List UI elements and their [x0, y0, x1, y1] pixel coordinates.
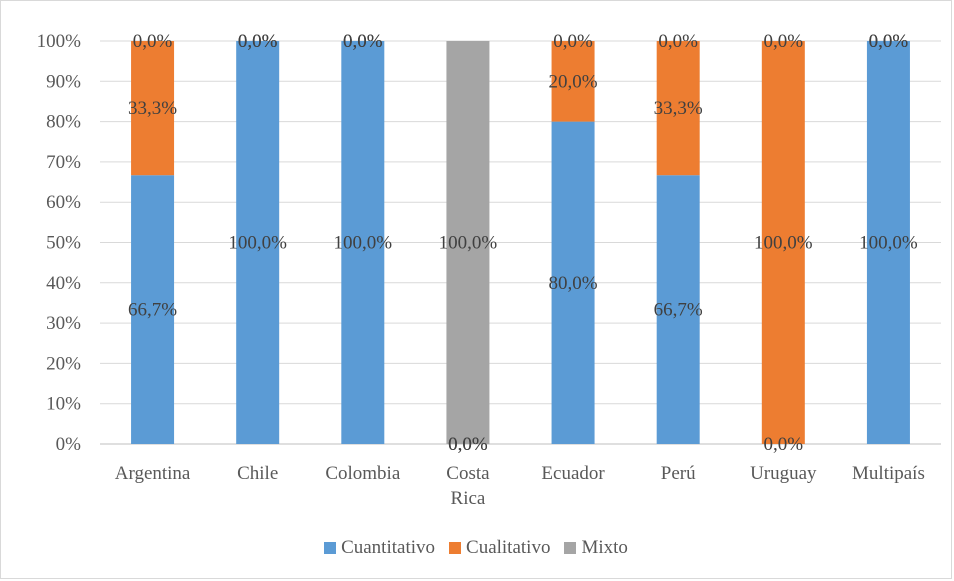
bar-segment	[341, 41, 385, 444]
data-label: 100,0%	[228, 233, 287, 254]
x-tick-label: Rica	[451, 488, 486, 509]
data-label: 0,0%	[869, 31, 909, 52]
y-tick-label: 50%	[46, 233, 81, 254]
y-tick-label: 100%	[37, 31, 82, 52]
data-label: 66,7%	[128, 300, 177, 321]
legend-label-mixto: Mixto	[581, 537, 628, 558]
legend-label-cualitativo: Cualitativo	[466, 537, 551, 558]
bar-segment	[131, 41, 175, 176]
bar-segment	[446, 41, 490, 444]
y-tick-label: 10%	[46, 394, 81, 415]
y-tick-label: 0%	[56, 434, 82, 455]
y-tick-label: 20%	[46, 353, 81, 374]
data-label: 20,0%	[549, 71, 598, 92]
data-label: 0,0%	[764, 31, 804, 52]
legend-item-cuantitativo: Cuantitativo	[324, 537, 435, 559]
legend-item-mixto: Mixto	[564, 537, 628, 559]
y-tick-label: 80%	[46, 112, 81, 133]
bar-segment	[551, 41, 595, 122]
bar-segment	[656, 41, 700, 176]
y-tick-label: 70%	[46, 152, 81, 173]
data-label: 0,0%	[448, 434, 488, 455]
x-tick-label: Multipaís	[852, 463, 925, 484]
data-label: 0,0%	[343, 31, 383, 52]
data-label: 0,0%	[448, 434, 488, 455]
x-tick-label: Uruguay	[750, 463, 817, 484]
data-label: 33,3%	[128, 98, 177, 119]
x-tick-label: Chile	[237, 463, 278, 484]
data-label: 0,0%	[553, 31, 593, 52]
bar-segment	[236, 41, 280, 444]
data-label: 0,0%	[869, 31, 909, 52]
bar-segment	[131, 175, 175, 444]
y-tick-label: 90%	[46, 71, 81, 92]
x-tick-label: Colombia	[325, 463, 401, 484]
data-label: 0,0%	[658, 31, 698, 52]
bar-segment	[761, 41, 805, 444]
legend-item-cualitativo: Cualitativo	[449, 537, 550, 559]
x-tick-label: Costa	[446, 463, 490, 484]
data-label: 0,0%	[238, 31, 278, 52]
data-label: 100,0%	[439, 233, 498, 254]
data-label: 80,0%	[549, 273, 598, 294]
data-label: 0,0%	[343, 31, 383, 52]
x-tick-label: Argentina	[115, 463, 191, 484]
legend-label-cuantitativo: Cuantitativo	[341, 537, 436, 558]
data-label: 33,3%	[654, 98, 703, 119]
bar-segment	[551, 121, 595, 444]
y-tick-label: 30%	[46, 313, 81, 334]
y-tick-label: 60%	[46, 192, 81, 213]
data-label: 100,0%	[754, 233, 813, 254]
x-tick-label: Perú	[661, 463, 696, 484]
legend: Cuantitativo Cualitativo Mixto	[1, 537, 951, 559]
data-label: 0,0%	[238, 31, 278, 52]
legend-swatch-mixto	[564, 542, 577, 554]
legend-swatch-cualitativo	[449, 542, 462, 554]
data-label: 66,7%	[654, 300, 703, 321]
data-label: 0,0%	[764, 434, 804, 455]
data-label: 0,0%	[133, 31, 173, 52]
x-tick-label: Ecuador	[541, 463, 605, 484]
bar-segment	[866, 41, 910, 444]
data-label: 100,0%	[859, 233, 918, 254]
bar-segment	[656, 175, 700, 444]
data-label: 100,0%	[334, 233, 393, 254]
legend-swatch-cuantitativo	[324, 542, 337, 554]
y-tick-label: 40%	[46, 273, 81, 294]
